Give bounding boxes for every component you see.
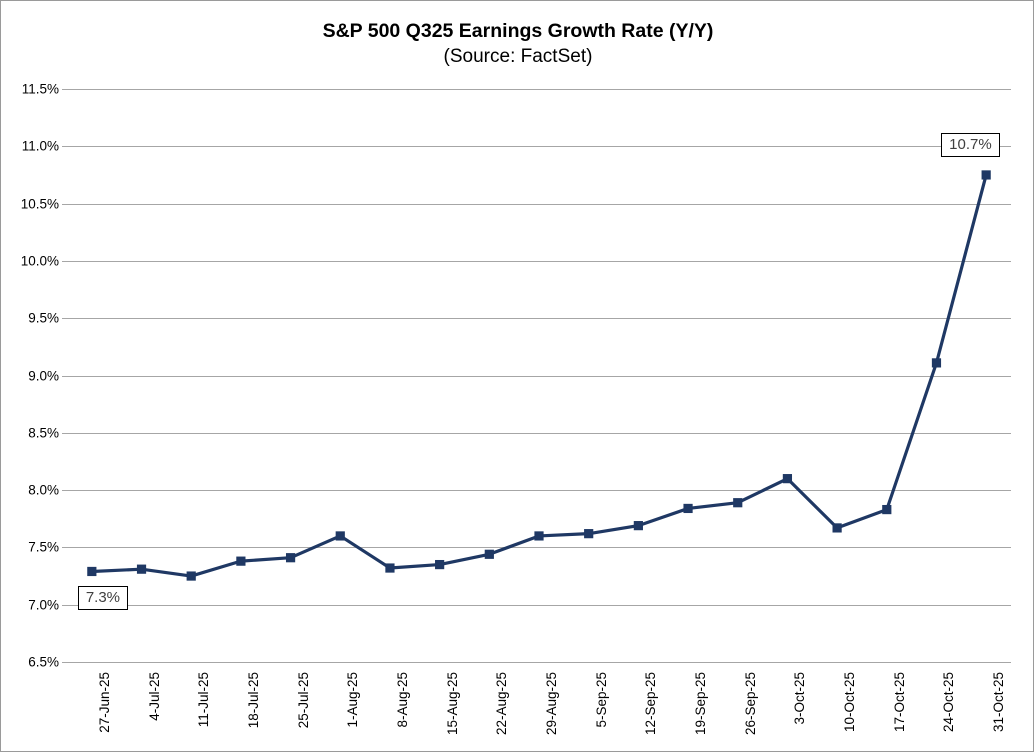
x-axis-tick-label: 17-Oct-25 [891,672,907,733]
series-line [90,173,988,578]
gridline [67,375,1011,377]
x-axis-tick-label: 3-Oct-25 [792,672,808,725]
x-axis-tick-label: 1-Aug-25 [345,672,361,728]
chart-subtitle: (Source: FactSet) [443,46,593,67]
y-axis-tick-label: 9.5% [28,310,59,326]
x-axis-tick-label: 8-Aug-25 [394,672,410,728]
x-axis-tick-label: 18-Jul-25 [245,672,261,729]
data-point-marker [584,529,594,539]
data-series-line [87,170,991,581]
x-axis-labels: 27-Jun-25 4-Jul-25 11-Jul-25 18-Jul-25 25-Ju… [67,666,1011,751]
data-point-marker [484,549,494,559]
data-point-marker [87,566,97,577]
y-axis-tick-mark [62,146,67,148]
x-axis-tick-label: 4-Jul-25 [146,672,162,721]
data-point-marker [435,559,445,570]
y-axis-tick-label: 10.0% [20,253,59,269]
gridline [67,89,1011,90]
x-axis-tick-label: 19-Sep-25 [693,672,709,736]
x-axis-tick-label: 25-Jul-25 [295,672,311,729]
data-point-marker [285,553,296,563]
y-axis-tick-label: 7.0% [28,597,59,613]
y-axis-tick-label: 11.0% [21,138,59,154]
gridline [67,604,1011,606]
gridline [67,146,1011,148]
data-point-marker [981,170,991,180]
y-axis-tick-mark [62,203,67,205]
y-axis-tick-label: 7.5% [28,539,59,555]
y-axis-tick-label: 6.5% [28,654,59,670]
y-axis-tick-mark [62,89,67,90]
y-axis-tick-label: 8.5% [28,425,59,441]
page-title: S&P 500 Q325 Earnings Growth Rate (Y/Y) [322,20,714,42]
data-point-marker [186,571,196,581]
x-axis-tick-label: 15-Aug-25 [444,672,460,736]
data-point-marker [136,564,147,574]
y-axis-tick-label: 11.5% [21,81,59,97]
y-axis-tick-label: 8.0% [28,482,59,498]
y-axis-tick-mark [62,547,67,549]
gridline [67,318,1011,320]
data-point-label: 7.3% [77,586,129,611]
gridline [67,662,1011,663]
gridline [67,260,1011,262]
x-axis-tick-label: 29-Aug-25 [544,672,559,736]
data-point-label: 10.7% [941,132,1000,157]
gridline [67,547,1011,549]
data-point-marker [633,521,643,531]
data-point-marker [832,523,842,533]
y-axis-tick-label: 9.0% [28,368,59,383]
x-axis-tick-label: 11-Jul-25 [196,672,212,728]
y-axis-tick-mark [62,662,67,663]
gridline [67,490,1011,492]
data-point-marker [534,531,544,541]
y-axis-tick-mark [62,604,67,606]
data-point-marker [683,503,693,514]
data-point-marker [931,358,942,368]
chart-title-block: S&P 500 Q325 Earnings Growth Rate (Y/Y) … [1,19,1033,70]
data-point-marker [733,498,743,508]
gridline [67,203,1011,205]
x-axis-tick-label: 12-Sep-25 [643,672,659,736]
y-axis-tick-mark [62,432,67,434]
y-axis-tick-mark [62,490,67,492]
y-axis-tick-mark [62,260,67,262]
x-axis-tick-label: 31-Oct-25 [991,672,1007,733]
x-axis-tick-label: 5-Sep-25 [593,672,609,728]
data-point-marker [335,531,345,541]
data-point-marker [236,556,246,566]
data-point-marker [782,474,793,484]
x-axis-tick-label: 27-Jun-25 [96,672,112,733]
plot-area: 11.5% 11.0% 10.5% 10.0% 9.5% 9.0% 8.5% 8.0% 7.5%… [21,82,1011,670]
x-axis-tick-label: 26-Sep-25 [742,672,758,736]
y-axis-tick-label: 10.5% [20,196,59,212]
x-axis-tick-label: 24-Oct-25 [941,672,957,733]
y-axis-tick-mark [62,375,67,377]
data-point-marker [385,563,395,573]
gridline [67,432,1011,434]
x-axis-tick-label: 22-Aug-25 [494,672,510,736]
x-axis-tick-label: 10-Oct-25 [842,672,858,733]
data-point-marker [882,504,892,515]
y-axis-tick-mark [62,318,67,320]
